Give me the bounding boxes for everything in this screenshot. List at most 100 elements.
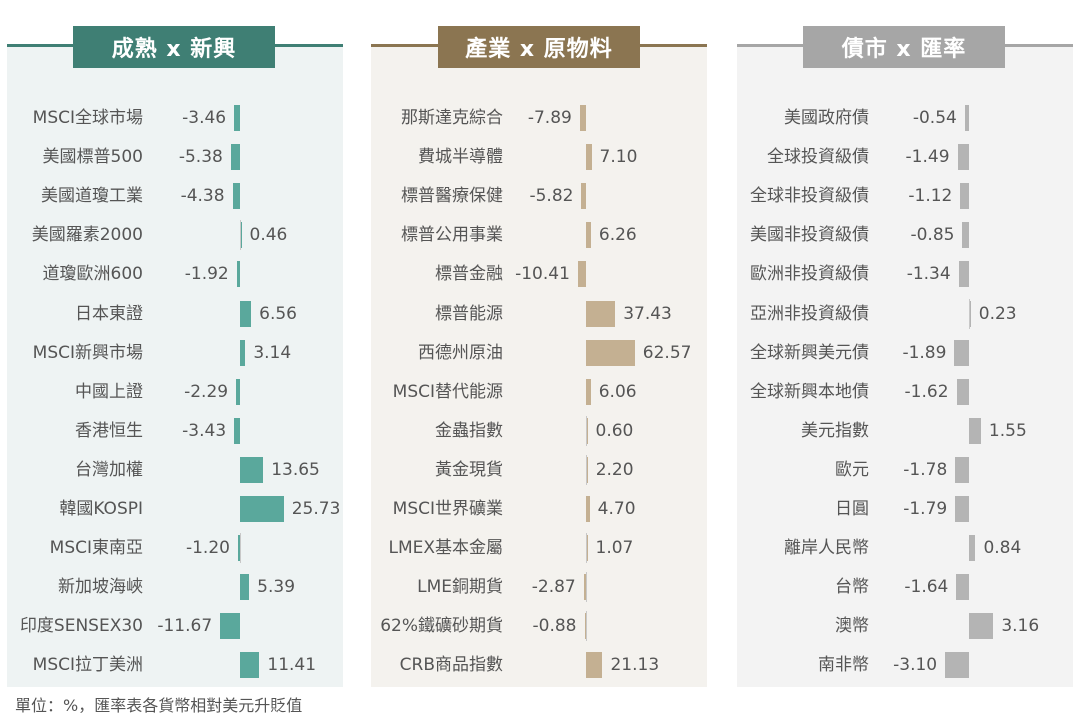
- bar: [240, 339, 246, 366]
- zero-line: [586, 454, 587, 485]
- bar-row: 標普公用事業 6.26: [371, 220, 707, 250]
- zero-line: [586, 533, 587, 564]
- value-label: 0.23: [978, 303, 1017, 324]
- bar: [579, 105, 586, 131]
- bar-row: MSCI拉丁美洲 11.41: [7, 650, 343, 680]
- bar: [960, 183, 969, 210]
- bar-row: MSCI全球市場 -3.46: [7, 103, 343, 133]
- value-label: -0.54: [912, 108, 957, 128]
- bar-row: 新加坡海峽 5.39: [7, 572, 343, 602]
- bar-row: 標普金融 -10.41: [371, 259, 707, 289]
- bar: [237, 535, 240, 562]
- bar-row: 美國道瓊工業 -4.38: [7, 181, 343, 211]
- zero-line: [240, 533, 241, 564]
- bar: [957, 144, 969, 171]
- category-label: 西德州原油: [418, 342, 503, 363]
- value-label: -1.79: [903, 499, 948, 519]
- category-label: LME銅期貨: [417, 577, 503, 598]
- bar-row: MSCI替代能源 6.06: [371, 377, 707, 407]
- bar: [586, 222, 591, 249]
- bar: [234, 105, 240, 131]
- bar-row: LME銅期貨 -2.87: [371, 572, 707, 603]
- bar: [586, 496, 590, 522]
- category-label: MSCI新興市場: [32, 342, 143, 363]
- value-label: -3.43: [182, 420, 227, 441]
- category-label: 美國政府債: [784, 108, 869, 128]
- bar: [586, 652, 603, 679]
- bar-row: CRB商品指數 21.13: [371, 650, 707, 680]
- value-label: -1.78: [903, 459, 948, 480]
- bar-row: 黃金現貨 2.20: [371, 454, 707, 485]
- value-label: 2.20: [595, 459, 634, 480]
- value-label: 3.16: [1001, 616, 1040, 637]
- bar-row: 中國上證 -2.29: [7, 377, 343, 407]
- value-label: 1.55: [988, 420, 1027, 441]
- bar: [955, 496, 969, 522]
- category-label: MSCI東南亞: [49, 538, 143, 559]
- category-label: 美國非投資級債: [750, 225, 869, 246]
- bar-row: 離岸人民幣 0.84: [737, 533, 1073, 563]
- bar-row: 歐元 -1.78: [737, 455, 1073, 485]
- category-label: 全球投資級債: [767, 147, 869, 168]
- bar: [240, 574, 250, 601]
- category-label: 台灣加權: [75, 459, 143, 480]
- bar-row: 台幣 -1.64: [737, 572, 1073, 602]
- bar: [584, 613, 586, 640]
- value-label: -2.87: [531, 577, 576, 598]
- value-label: -3.10: [893, 655, 938, 676]
- value-label: 25.73: [291, 499, 341, 519]
- zero-line: [586, 572, 587, 603]
- bar: [945, 652, 969, 679]
- value-label: -1.62: [904, 381, 949, 402]
- bar: [240, 300, 252, 327]
- bar: [240, 456, 264, 483]
- category-label: 美元指數: [801, 420, 869, 441]
- bar-row: MSCI新興市場 3.14: [7, 338, 343, 368]
- bar: [583, 574, 586, 601]
- bar-row: 日圓 -1.79: [737, 494, 1073, 524]
- bar-row: 全球非投資級債 -1.12: [737, 181, 1073, 211]
- bar-row: 全球新興美元債 -1.89: [737, 338, 1073, 368]
- value-label: -1.12: [908, 186, 953, 207]
- bar-row: 那斯達克綜合 -7.89: [371, 103, 707, 133]
- bar: [969, 417, 981, 444]
- bar-row: 標普醫療保健 -5.82: [371, 181, 707, 211]
- zero-line: [586, 611, 587, 642]
- bar: [236, 378, 240, 405]
- bar: [236, 261, 240, 288]
- bar: [232, 183, 240, 210]
- bar-row: MSCI東南亞 -1.20: [7, 533, 343, 564]
- value-label: -7.89: [527, 108, 572, 128]
- value-label: 4.70: [597, 499, 636, 519]
- bar: [586, 300, 616, 327]
- category-label: 標普醫療保健: [401, 186, 503, 207]
- value-label: 11.41: [267, 655, 317, 676]
- category-label: MSCI全球市場: [32, 108, 143, 128]
- category-label: 金蟲指數: [435, 420, 503, 441]
- panel-title: 產業 x 原物料: [438, 26, 640, 68]
- value-label: -11.67: [157, 616, 213, 637]
- bar-row: 日本東證 6.56: [7, 299, 343, 329]
- value-label: -10.41: [515, 264, 570, 285]
- category-label: 離岸人民幣: [784, 538, 869, 559]
- category-label: 中國上證: [75, 381, 143, 402]
- value-label: -1.64: [904, 577, 949, 598]
- value-label: 1.07: [595, 538, 634, 559]
- value-label: 0.46: [249, 225, 288, 246]
- value-label: -0.88: [532, 616, 577, 637]
- bar: [586, 339, 635, 366]
- bar-row: 美國政府債 -0.54: [737, 103, 1073, 133]
- bar: [955, 456, 969, 483]
- bar: [964, 105, 969, 131]
- value-label: 6.06: [598, 381, 637, 402]
- bar: [220, 613, 240, 640]
- category-label: CRB商品指數: [399, 655, 503, 676]
- bar: [234, 417, 240, 444]
- category-label: 標普能源: [435, 303, 503, 324]
- bar-row: 金蟲指數 0.60: [371, 415, 707, 446]
- panel-background: [7, 47, 343, 687]
- bar: [969, 613, 994, 640]
- category-label: 澳幣: [835, 616, 869, 637]
- category-label: 標普金融: [435, 264, 503, 285]
- bar-row: MSCI世界礦業 4.70: [371, 494, 707, 524]
